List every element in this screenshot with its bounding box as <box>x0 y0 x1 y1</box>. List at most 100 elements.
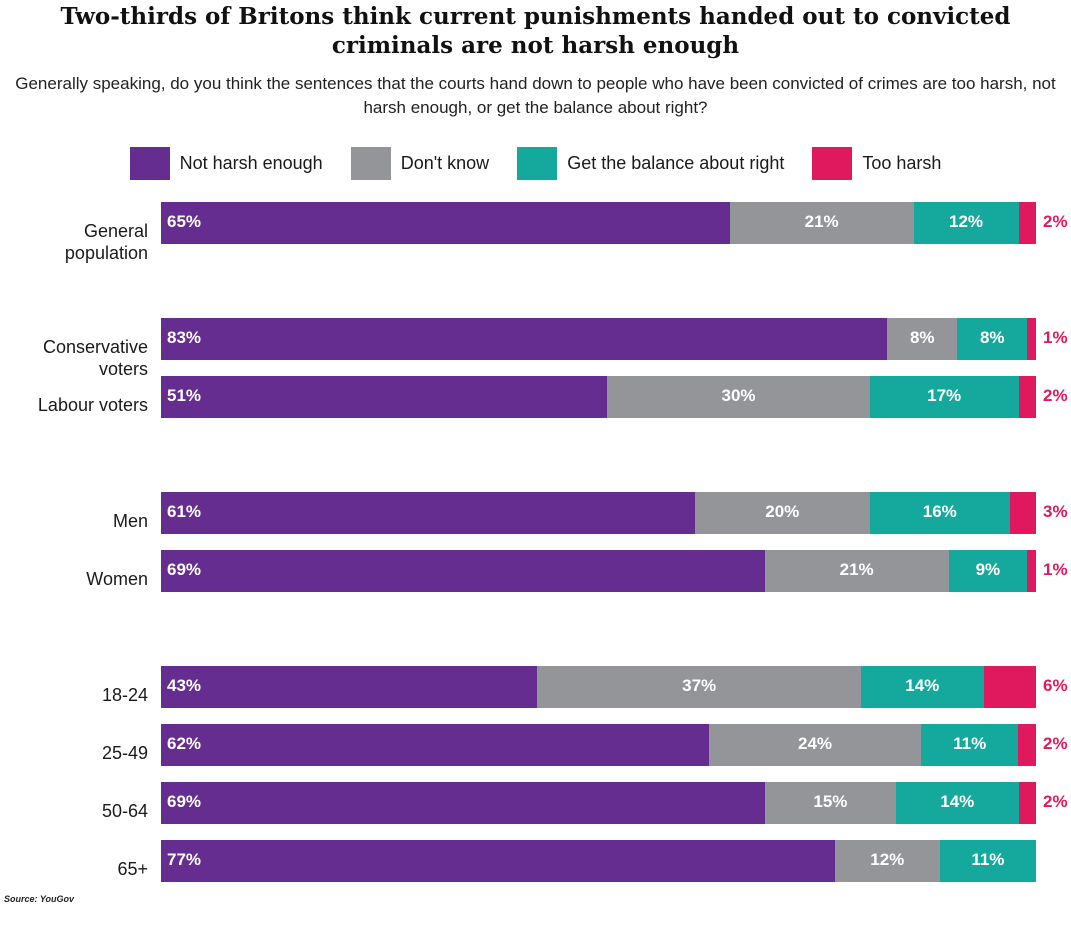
data-label: 11% <box>971 850 1005 869</box>
bar-segment: 16% <box>869 492 1010 534</box>
bar-row: 51% 30% 17% <box>161 376 1036 418</box>
bar-segment: 14% <box>861 666 984 708</box>
bar-segment <box>1027 550 1036 592</box>
category-label: Labour voters <box>37 395 148 415</box>
bar-segment <box>1018 724 1036 766</box>
legend-item: Don't know <box>350 147 490 180</box>
bar-row: 61% 20% 16% <box>161 492 1036 534</box>
bar-segment: 12% <box>913 202 1019 244</box>
data-label: 69% <box>167 792 202 811</box>
data-label: 12% <box>948 212 984 231</box>
bar-row: 43% 37% 14% <box>161 666 1036 708</box>
bar-row: 69% 21% 9% <box>161 550 1036 592</box>
data-label: 16% <box>922 502 957 521</box>
chart-title: Two-thirds of Britons think current puni… <box>60 3 1011 59</box>
bar-segment: 17% <box>869 376 1019 418</box>
bar-segment <box>1018 782 1036 824</box>
category-label: 50-64 <box>101 801 148 821</box>
data-label: 51% <box>167 386 202 405</box>
source-note: Source: YouGov <box>4 894 75 904</box>
bar-segment: 62% <box>161 724 709 766</box>
data-label: 6% <box>1043 676 1068 695</box>
data-label: 43% <box>167 676 202 695</box>
bar-segment <box>1027 318 1036 360</box>
data-label: 3% <box>1043 502 1068 521</box>
legend: Not harsh enough Don't know Get the balanc… <box>0 147 1071 180</box>
bar-row: 62% 24% 11% <box>161 724 1036 766</box>
bar-segment: 30% <box>607 376 870 418</box>
data-label: 15% <box>813 792 848 811</box>
category-label: Women <box>86 569 148 589</box>
bar-segment: 69% <box>161 550 765 592</box>
data-label: 1% <box>1043 560 1068 579</box>
data-label: 65% <box>167 212 202 231</box>
bar-segment <box>1018 376 1036 418</box>
data-label: 77% <box>167 850 202 869</box>
bar-segment: 8% <box>887 318 958 360</box>
legend-label: Not harsh enough <box>179 153 323 173</box>
legend-label: Get the balance about right <box>567 153 785 173</box>
data-label: 30% <box>721 386 756 405</box>
category-label: Conservative voters <box>42 337 148 379</box>
data-label: 62% <box>167 734 202 753</box>
data-label: 21% <box>839 560 874 579</box>
bar-row: 69% 15% 14% <box>161 782 1036 824</box>
bar-segment <box>1009 492 1036 534</box>
bar-segment: 21% <box>729 202 914 244</box>
data-label: 8% <box>909 328 935 347</box>
legend-label: Don't know <box>400 153 490 173</box>
bar-segment: 20% <box>694 492 870 534</box>
data-label: 24% <box>798 734 833 753</box>
bar-segment: 11% <box>939 840 1036 882</box>
bar-segment: 24% <box>708 724 922 766</box>
bar-segment: 77% <box>161 840 835 882</box>
legend-label: Too harsh <box>862 153 942 173</box>
bar-row: 77% 12% 11% <box>161 840 1036 882</box>
bar-segment: 8% <box>957 318 1028 360</box>
bar-row: 83% 8% 8% <box>161 318 1036 360</box>
bar-segment: 14% <box>896 782 1019 824</box>
data-label: 12% <box>870 850 905 869</box>
bar-segment <box>1018 202 1036 244</box>
bar-segment: 15% <box>764 782 896 824</box>
bar-segment: 43% <box>161 666 538 708</box>
data-label: 2% <box>1043 734 1068 753</box>
data-label: 69% <box>167 560 202 579</box>
category-label: 65+ <box>117 859 148 879</box>
legend-item: Not harsh enough <box>129 147 323 180</box>
data-label: 1% <box>1043 328 1068 347</box>
bar-row: 65% 21% 12% <box>161 202 1036 244</box>
category-label: 18-24 <box>101 685 148 705</box>
data-label: 9% <box>975 560 1001 579</box>
bar-segment: 83% <box>161 318 888 360</box>
bar-segment: 65% <box>161 202 730 244</box>
data-label: 20% <box>765 502 800 521</box>
legend-swatch <box>812 147 853 180</box>
category-label: General population <box>64 221 148 263</box>
chart-subtitle: Generally speaking, do you think the sen… <box>15 74 1056 117</box>
bar-segment: 69% <box>161 782 765 824</box>
category-label: Men <box>112 511 148 531</box>
bar-segment: 11% <box>921 724 1019 766</box>
data-label: 8% <box>979 328 1005 347</box>
bar-segment: 21% <box>764 550 949 592</box>
data-label: 2% <box>1043 386 1068 405</box>
data-label: 14% <box>905 676 940 695</box>
legend-swatch <box>350 147 391 180</box>
data-label: 2% <box>1043 212 1068 231</box>
bar-segment: 61% <box>161 492 695 534</box>
data-label: 2% <box>1043 792 1068 811</box>
data-label: 17% <box>927 386 962 405</box>
bar-segment <box>983 666 1036 708</box>
bar-segment: 12% <box>834 840 940 882</box>
category-label: 25-49 <box>101 743 148 763</box>
legend-item: Get the balance about right <box>517 147 784 180</box>
bar-segment: 9% <box>948 550 1028 592</box>
legend-item: Too harsh <box>812 147 941 180</box>
legend-swatch <box>129 147 170 180</box>
bar-segment: 37% <box>537 666 861 708</box>
legend-swatch <box>517 147 558 180</box>
data-label: 83% <box>167 328 202 347</box>
data-label: 14% <box>940 792 975 811</box>
bar-segment: 51% <box>161 376 608 418</box>
